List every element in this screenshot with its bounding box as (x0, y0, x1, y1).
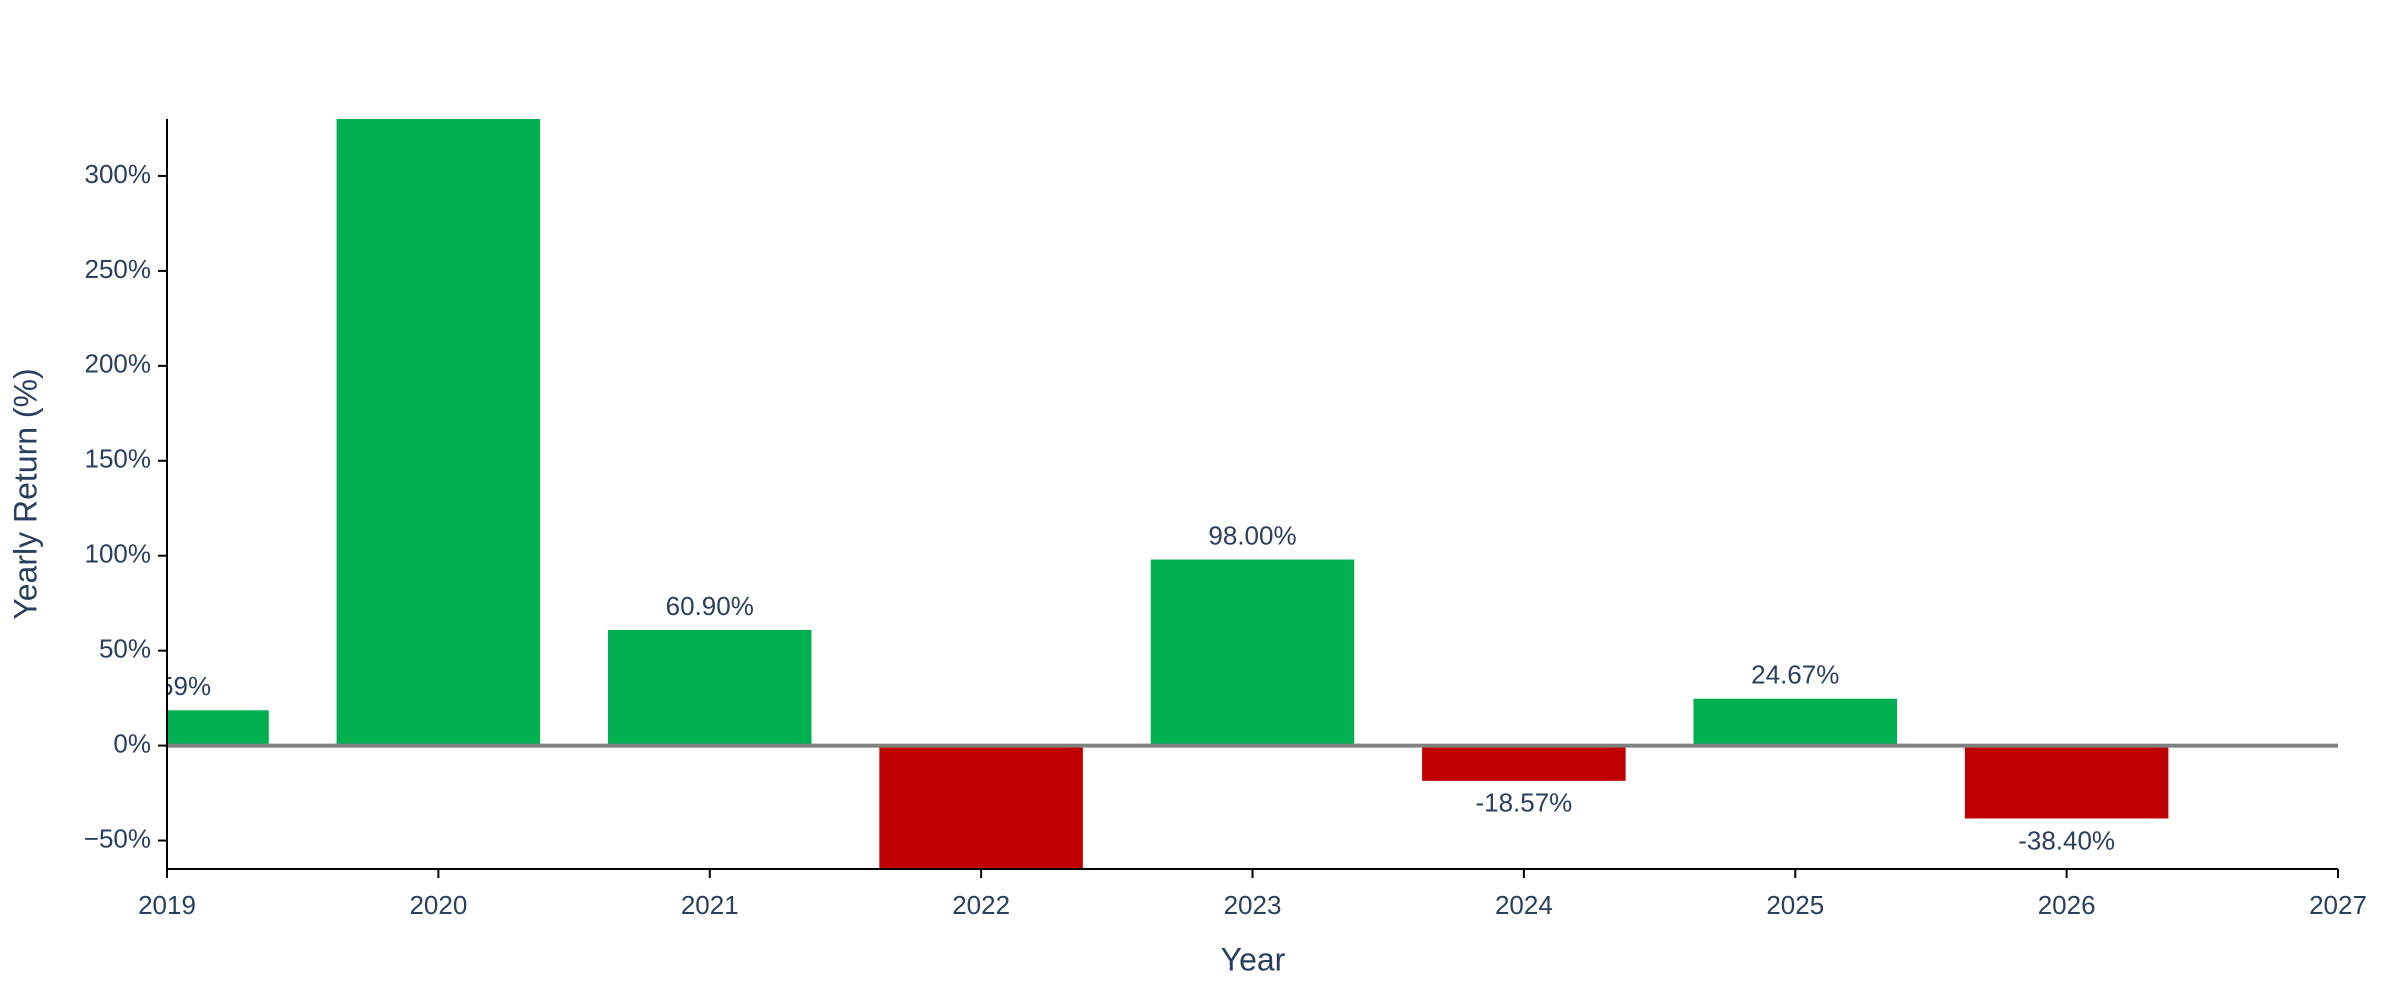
x-tick-label: 2019 (138, 890, 196, 920)
data-label: 98.00% (1208, 520, 1296, 550)
x-tick-label: 2024 (1495, 890, 1553, 920)
data-label: -18.57% (1475, 788, 1572, 818)
bar (167, 710, 269, 746)
x-tick-label: 2022 (952, 890, 1010, 920)
y-tick-label: 50% (99, 634, 151, 664)
x-tick-label: 2027 (2309, 890, 2367, 920)
y-axis-title: Yearly Return (%) (7, 368, 43, 619)
x-tick-label: 2026 (2038, 890, 2096, 920)
y-tick-label: −50% (84, 823, 151, 853)
x-tick-label: 2025 (1766, 890, 1824, 920)
x-tick-label: 2021 (681, 890, 739, 920)
y-tick-label: 300% (85, 159, 152, 189)
y-tick-label: 150% (85, 444, 152, 474)
bar (1150, 559, 1355, 746)
bar (879, 745, 1083, 869)
y-tick-label: 250% (85, 254, 152, 284)
y-tick-label: 0% (113, 728, 151, 758)
bar (1422, 745, 1626, 781)
x-tick-label: 2020 (409, 890, 467, 920)
bar (1693, 698, 1898, 746)
x-axis-title: Year (1221, 941, 1286, 977)
y-tick-label: 200% (85, 349, 152, 379)
data-label: -38.40% (2018, 825, 2115, 855)
bar (607, 629, 812, 746)
data-label: 18.59% (123, 671, 211, 701)
bar (1964, 745, 2169, 819)
bar (336, 119, 541, 746)
data-label: 60.90% (666, 591, 754, 621)
plot-area: 18.59% 60.90% 98.00% -18.57% 24.67% -38.40% (123, 119, 2338, 869)
y-tick-label: 100% (85, 539, 152, 569)
data-label: 24.67% (1751, 660, 1839, 690)
x-tick-label: 2023 (1224, 890, 1282, 920)
